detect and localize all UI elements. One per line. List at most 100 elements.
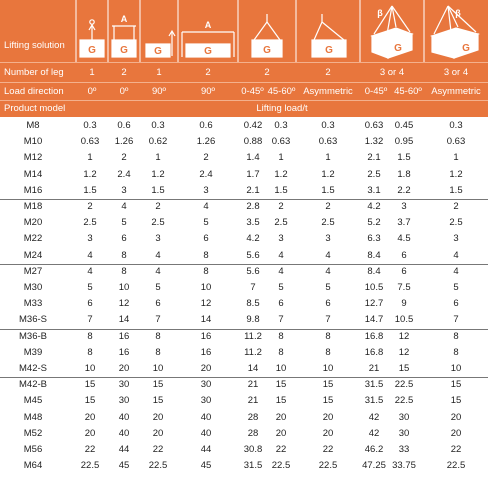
- lifting-load-value: 42: [368, 411, 380, 423]
- lifting-load-value: 0.42: [243, 120, 263, 131]
- group-divider: [0, 263, 488, 265]
- lifting-load-value: 7: [453, 314, 459, 326]
- lifting-load-value: 22: [275, 444, 287, 455]
- lifting-load-value: 20: [84, 427, 96, 439]
- product-model: M45: [23, 395, 43, 407]
- lifting-load-value: 2: [87, 201, 93, 212]
- lifting-load-value: 8: [278, 346, 284, 358]
- table-row: M12 1 2 1 2 1.4 1 1 2.1 1.5 1: [0, 152, 488, 168]
- leg-count: 3 or 4: [443, 67, 469, 78]
- product-model: M48: [23, 411, 43, 423]
- lifting-load-value: 10.5: [394, 314, 414, 326]
- icon-mark: β: [377, 8, 383, 18]
- lifting-load-value: 2.5: [321, 217, 335, 229]
- lifting-load-value: 20: [200, 363, 212, 374]
- lifting-load-value: 33.75: [392, 460, 416, 472]
- lifting-load-value: 3.1: [367, 184, 381, 196]
- group-divider: [0, 328, 488, 330]
- lifting-load-value: 5.6: [246, 249, 260, 261]
- lifting-load-value: 1.5: [83, 184, 97, 196]
- lifting-load-value: 12: [200, 298, 212, 310]
- direction: 0º: [87, 86, 97, 97]
- lifting-load-value: 5: [325, 282, 331, 293]
- icon-letter: G: [120, 45, 128, 56]
- leg-count: 2: [325, 67, 331, 78]
- table-row: M10 0.63 1.26 0.62 1.26 0.88 0.63 0.63 1.32 0.95 0…: [0, 136, 488, 152]
- lifting-load-value: 6: [278, 298, 284, 310]
- lifting-load-value: 2.5: [449, 217, 463, 229]
- product-model: M39: [23, 346, 43, 358]
- product-model: M16: [23, 184, 43, 196]
- direction: 45-60º: [267, 86, 296, 97]
- lifting-load-value: 12: [398, 346, 410, 358]
- leg-count: 2: [205, 67, 211, 78]
- lifting-load-value: 15: [152, 395, 164, 407]
- multi-leg-asymmetric-icon: [429, 5, 481, 59]
- lifting-load-value: 10: [84, 363, 96, 374]
- lifting-load-value: 1: [278, 152, 284, 164]
- lifting-load-value: 20: [275, 427, 287, 439]
- lifting-load-value: 40: [200, 427, 212, 439]
- lifting-load-value: 3: [155, 233, 161, 245]
- lifting-load-value: 1.7: [246, 168, 260, 180]
- lifting-load-value: 1.2: [151, 168, 165, 180]
- lifting-load-value: 1.4: [246, 152, 260, 164]
- lifting-load-value: 30: [398, 427, 410, 439]
- lifting-load-value: 8.4: [367, 265, 381, 277]
- lifting-load-value: 15: [275, 395, 287, 407]
- lifting-load-value: 6.3: [367, 233, 381, 245]
- lifting-load-value: 20: [152, 411, 164, 423]
- table-row: M16 1.5 3 1.5 3 2.1 1.5 1.5 3.1 2.2 1.5: [0, 185, 488, 201]
- group-divider: [0, 199, 488, 200]
- table-row: M30 5 10 5 10 7 5 5 10.5 7.5 5: [0, 282, 488, 298]
- lifting-load-value: 16: [200, 346, 212, 358]
- table-row: M22 3 6 3 6 4.2 3 3 6.3 4.5 3: [0, 233, 488, 249]
- icon-letter: G: [204, 46, 212, 57]
- load-direction-label: Load direction: [4, 86, 64, 97]
- lifting-load-value: 22.5: [80, 460, 100, 472]
- lifting-load-value: 42: [368, 427, 380, 439]
- lifting-load-value: 22: [84, 444, 96, 455]
- lifting-load-value: 30: [398, 411, 410, 423]
- lifting-load-value: 20: [322, 427, 334, 439]
- lifting-load-value: 40: [200, 411, 212, 423]
- lifting-load-value: 12: [398, 330, 410, 342]
- lifting-load-value: 22: [450, 444, 462, 455]
- lifting-load-value: 2: [121, 152, 127, 164]
- direction: 45-60º: [394, 86, 422, 97]
- lifting-load-value: 6: [155, 298, 161, 310]
- lifting-load-value: 2: [325, 201, 331, 212]
- lifting-load-value: 28: [247, 411, 259, 423]
- table-row: M39 8 16 8 16 11.2 8 8 16.8 12 8: [0, 347, 488, 363]
- table-row: M42-S 10 20 10 20 14 10 10 21 15 10: [0, 363, 488, 379]
- lifting-load-value: 15: [152, 379, 164, 391]
- lifting-load-value: 6: [453, 298, 459, 310]
- single-leg-vertical-icon: [79, 19, 105, 58]
- lifting-load-value: 2.2: [397, 184, 411, 196]
- lifting-load-value: 8: [325, 346, 331, 358]
- lifting-load-value: 0.3: [83, 120, 97, 131]
- lifting-load-value: 31.5: [364, 379, 384, 391]
- lifting-load-value: 31.5: [243, 460, 263, 472]
- lifting-load-value: 15: [450, 379, 462, 391]
- product-model: M36-B: [19, 330, 47, 342]
- leg-count: 2: [264, 67, 270, 78]
- direction: Asymmetric: [303, 86, 353, 97]
- table-row: M8 0.3 0.6 0.3 0.6 0.42 0.3 0.3 0.63 0.45 0.3: [0, 120, 488, 136]
- icon-mark: A: [121, 14, 128, 24]
- product-model: M24: [23, 249, 43, 261]
- lifting-load-value: 3.7: [397, 217, 411, 229]
- lifting-load-value: 0.63: [364, 120, 384, 131]
- lifting-load-value: 4: [121, 201, 127, 212]
- lifting-load-value: 4: [325, 249, 331, 261]
- icon-letter: G: [325, 45, 333, 56]
- lifting-load-value: 2.5: [83, 217, 97, 229]
- lifting-load-value: 4.5: [397, 233, 411, 245]
- product-model: M12: [23, 152, 43, 164]
- lifting-load-value: 5: [453, 282, 459, 293]
- lifting-load-value: 15: [84, 379, 96, 391]
- lifting-load-value: 22.5: [271, 460, 291, 472]
- lifting-load-value: 5.2: [367, 217, 381, 229]
- lifting-load-value: 10: [118, 282, 130, 293]
- lifting-load-value: 1.5: [151, 184, 165, 196]
